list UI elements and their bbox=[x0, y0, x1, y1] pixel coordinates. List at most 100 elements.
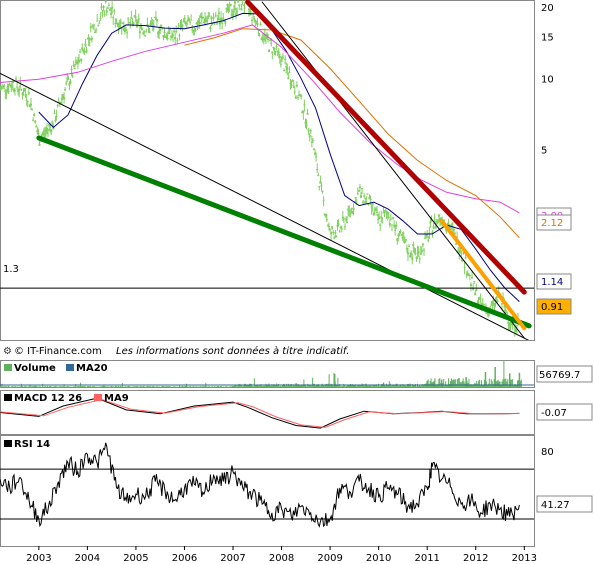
candle-body bbox=[22, 94, 25, 96]
candle-body bbox=[131, 20, 134, 22]
candle-body bbox=[34, 120, 37, 123]
candle-body bbox=[350, 208, 353, 210]
candle-body bbox=[188, 18, 191, 22]
candle-body bbox=[264, 36, 267, 38]
trend-line-thin-black-upper bbox=[261, 1, 525, 339]
candle-body bbox=[298, 95, 301, 97]
candle-body bbox=[237, 0, 240, 3]
legend-swatch-macd bbox=[4, 394, 12, 401]
volume-bars bbox=[0, 360, 534, 387]
candle-body bbox=[490, 304, 493, 306]
candle-body bbox=[35, 126, 38, 128]
candle-body bbox=[367, 203, 370, 206]
candle-body bbox=[513, 329, 516, 331]
candle-body bbox=[377, 219, 380, 221]
candle-body bbox=[208, 15, 211, 17]
candle-body bbox=[201, 16, 204, 19]
candle-body bbox=[271, 51, 274, 54]
candle-body bbox=[471, 277, 474, 279]
legend-macd: MACD 12 26 bbox=[14, 393, 82, 404]
candle-body bbox=[445, 230, 448, 232]
candle-body bbox=[43, 133, 46, 135]
candle-body bbox=[393, 225, 396, 227]
candle-body bbox=[427, 240, 430, 242]
candle-body bbox=[127, 18, 130, 20]
candle-body bbox=[496, 300, 499, 302]
trend-line-red-resistance bbox=[245, 0, 527, 295]
candle-body bbox=[316, 168, 319, 170]
candle-body bbox=[194, 29, 197, 31]
rsi-value-box bbox=[536, 495, 593, 513]
rsi-tick-80: 80 bbox=[541, 447, 554, 458]
candle-body bbox=[13, 89, 16, 91]
candle-body bbox=[196, 27, 199, 29]
candle-body bbox=[122, 28, 125, 31]
candle-body bbox=[2, 85, 5, 88]
candle-body bbox=[94, 32, 97, 34]
candle-body bbox=[401, 237, 404, 239]
candle-body bbox=[83, 51, 86, 53]
candle-body bbox=[8, 83, 11, 85]
candle-body bbox=[216, 18, 219, 21]
candle-body bbox=[312, 148, 315, 150]
price-tick-label: 15 bbox=[541, 33, 554, 44]
candle-body bbox=[177, 26, 180, 29]
candle-body bbox=[380, 216, 383, 219]
candle-body bbox=[102, 6, 105, 8]
candle-body bbox=[64, 88, 67, 91]
candle-body bbox=[425, 234, 428, 236]
legend-ma20: MA20 bbox=[76, 363, 108, 374]
candle-body bbox=[372, 212, 375, 216]
candle-body bbox=[304, 121, 307, 124]
candle-body bbox=[97, 25, 100, 27]
candle-body bbox=[465, 274, 468, 276]
x-axis: 2003 2004 2005 2006 2007 2008 2009 2010 2011 2012… bbox=[26, 546, 537, 564]
candle-body bbox=[90, 37, 93, 41]
legend-swatch-volume bbox=[4, 364, 12, 371]
candle-body bbox=[168, 28, 171, 31]
candle-body bbox=[467, 273, 470, 276]
candle-body bbox=[466, 273, 469, 276]
candle-body bbox=[381, 222, 384, 224]
x-tick-label: 2008 bbox=[269, 553, 294, 564]
candle-body bbox=[487, 313, 490, 316]
candle-body bbox=[193, 30, 196, 32]
candle-body bbox=[426, 234, 429, 236]
candle-body bbox=[340, 228, 343, 230]
candle-body bbox=[18, 88, 21, 91]
candle-body bbox=[0, 89, 1, 91]
candle-body bbox=[474, 292, 477, 296]
candle-body bbox=[400, 233, 403, 235]
candle-body bbox=[354, 197, 357, 199]
candle-body bbox=[333, 237, 336, 239]
candle-body bbox=[388, 223, 391, 226]
candle-body bbox=[226, 3, 229, 7]
candle-body bbox=[414, 253, 417, 255]
candle-body bbox=[479, 298, 482, 300]
trend-line-green-support bbox=[36, 135, 532, 329]
candle-body bbox=[114, 23, 117, 25]
candle-body bbox=[463, 266, 466, 268]
legend-rsi: RSI 14 bbox=[14, 439, 50, 450]
candle-body bbox=[151, 23, 154, 25]
candle-body bbox=[95, 29, 98, 31]
candle-body bbox=[433, 218, 436, 220]
candle-body bbox=[504, 309, 507, 311]
candle-body bbox=[104, 1, 107, 3]
candle-body bbox=[348, 210, 351, 212]
candle-body bbox=[9, 85, 12, 88]
candle-body bbox=[106, 7, 109, 9]
candle-body bbox=[214, 15, 217, 17]
candle-body bbox=[33, 113, 36, 117]
candle-body bbox=[222, 17, 225, 20]
candle-body bbox=[69, 81, 72, 84]
candle-body bbox=[57, 101, 60, 103]
candle-body bbox=[435, 219, 438, 221]
candle-body bbox=[58, 103, 61, 105]
candle-body bbox=[67, 78, 70, 80]
candle-body bbox=[26, 101, 29, 103]
candle-body bbox=[209, 27, 212, 30]
candle-body bbox=[368, 196, 371, 199]
candle-body bbox=[167, 32, 170, 35]
candle-body bbox=[236, 11, 239, 13]
